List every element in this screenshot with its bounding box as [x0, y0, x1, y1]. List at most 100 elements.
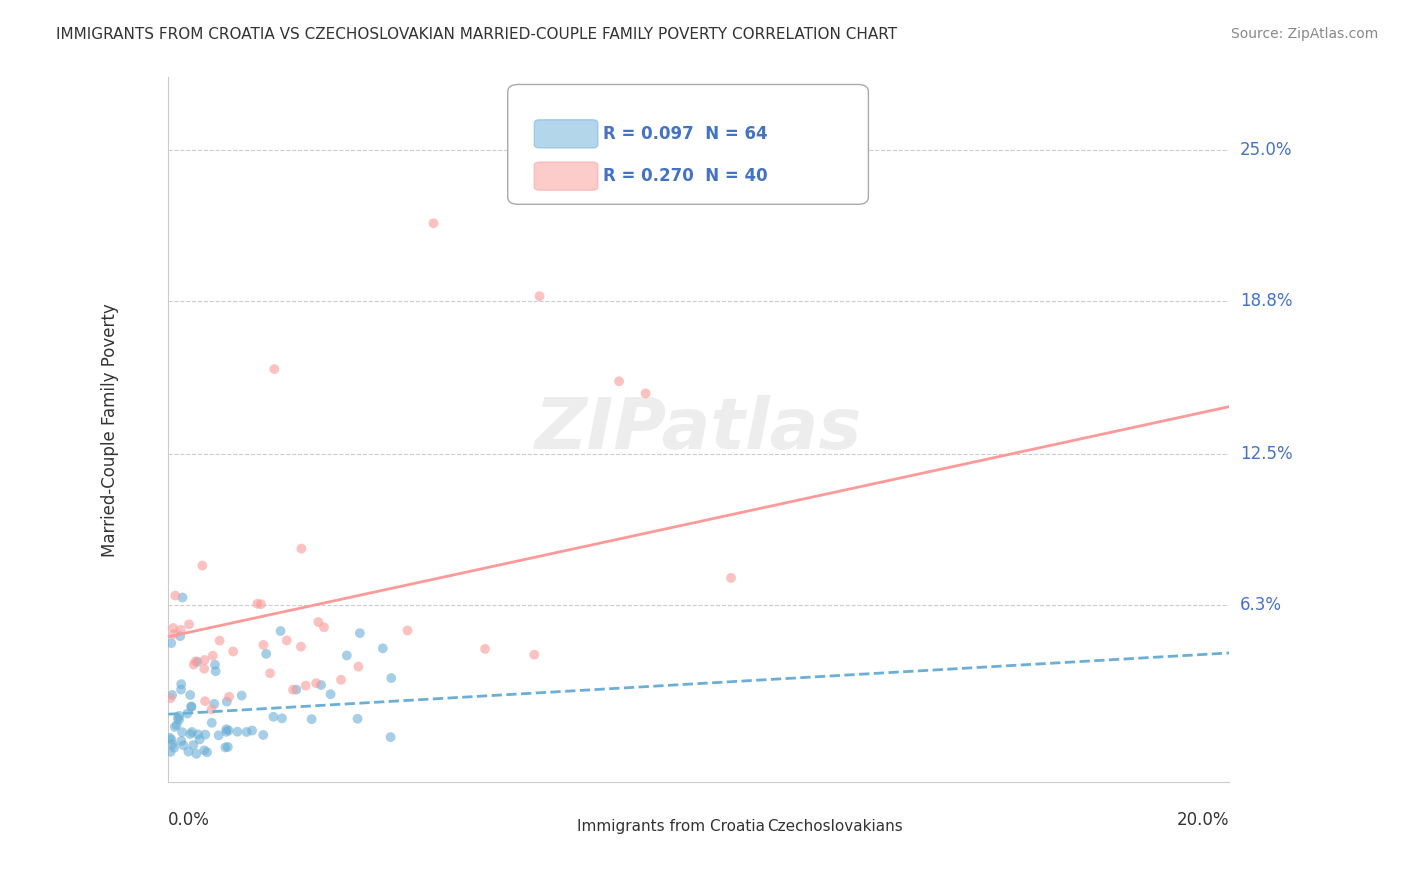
Text: Czechoslovakians: Czechoslovakians	[768, 819, 904, 833]
Point	[246, 597, 269, 611]
Point	[218, 723, 240, 738]
Point	[634, 386, 657, 401]
Point	[186, 655, 208, 669]
Point	[276, 633, 298, 648]
Point	[201, 648, 224, 663]
Point	[172, 739, 194, 753]
Point	[163, 627, 186, 641]
FancyBboxPatch shape	[727, 815, 765, 838]
FancyBboxPatch shape	[536, 815, 575, 838]
Text: R = 0.097  N = 64: R = 0.097 N = 64	[603, 125, 768, 143]
Point	[215, 695, 238, 709]
Point	[523, 648, 546, 662]
Point	[285, 682, 308, 697]
Point	[235, 725, 257, 739]
Point	[271, 711, 294, 725]
Point	[222, 644, 245, 658]
Point	[194, 728, 217, 742]
Point	[181, 725, 204, 739]
Point	[163, 720, 186, 734]
Point	[165, 589, 187, 603]
Point	[180, 699, 202, 714]
Point	[290, 640, 312, 654]
Point	[349, 626, 371, 640]
Point	[159, 691, 181, 706]
Text: 12.5%: 12.5%	[1240, 445, 1292, 463]
Point	[162, 621, 184, 635]
Point	[346, 712, 368, 726]
Point	[208, 728, 231, 742]
Point	[720, 571, 742, 585]
Point	[294, 679, 316, 693]
Point	[529, 289, 551, 303]
Point	[188, 732, 211, 747]
Text: Immigrants from Croatia: Immigrants from Croatia	[576, 819, 765, 833]
Point	[396, 624, 419, 638]
Text: ZIPatlas: ZIPatlas	[536, 395, 862, 465]
Point	[231, 689, 253, 703]
Point	[380, 730, 402, 744]
Point	[607, 374, 630, 388]
Point	[301, 712, 323, 726]
Point	[169, 629, 191, 643]
Text: 20.0%: 20.0%	[1177, 812, 1229, 830]
Point	[290, 541, 312, 556]
Point	[170, 734, 193, 748]
Point	[252, 728, 274, 742]
Point	[305, 676, 328, 690]
Point	[170, 623, 193, 637]
Point	[183, 657, 205, 672]
Point	[195, 745, 218, 759]
Text: R = 0.270  N = 40: R = 0.270 N = 40	[603, 167, 768, 186]
Point	[162, 737, 184, 751]
Point	[371, 641, 394, 656]
Point	[312, 620, 335, 634]
Point	[240, 723, 263, 738]
FancyBboxPatch shape	[508, 85, 869, 204]
Point	[309, 678, 332, 692]
Point	[167, 713, 190, 727]
Point	[163, 740, 186, 755]
Point	[184, 654, 207, 668]
Point	[194, 653, 217, 667]
Point	[319, 687, 342, 701]
Point	[179, 688, 201, 702]
Point	[347, 659, 370, 673]
Point	[202, 697, 225, 711]
Point	[218, 690, 240, 704]
Point	[215, 723, 238, 737]
Point	[380, 671, 402, 685]
Point	[208, 633, 231, 648]
Point	[177, 745, 200, 759]
Point	[160, 732, 183, 747]
Text: 6.3%: 6.3%	[1240, 596, 1282, 614]
Point	[160, 688, 183, 702]
FancyBboxPatch shape	[534, 120, 598, 148]
Point	[159, 745, 181, 759]
Point	[176, 706, 198, 721]
Point	[336, 648, 359, 663]
Point	[159, 731, 181, 745]
Text: Source: ZipAtlas.com: Source: ZipAtlas.com	[1230, 27, 1378, 41]
FancyBboxPatch shape	[534, 162, 598, 190]
Text: 25.0%: 25.0%	[1240, 141, 1292, 160]
Point	[214, 740, 236, 755]
Text: IMMIGRANTS FROM CROATIA VS CZECHOSLOVAKIAN MARRIED-COUPLE FAMILY POVERTY CORRELA: IMMIGRANTS FROM CROATIA VS CZECHOSLOVAKI…	[56, 27, 897, 42]
Point	[193, 662, 215, 676]
Point	[160, 636, 183, 650]
Point	[262, 710, 284, 724]
Point	[167, 709, 190, 723]
Point	[252, 638, 274, 652]
Point	[166, 718, 188, 732]
Point	[201, 715, 224, 730]
Point	[180, 699, 202, 714]
Point	[217, 739, 239, 754]
Point	[191, 558, 214, 573]
Point	[177, 617, 200, 632]
Point	[254, 647, 277, 661]
Point	[204, 664, 226, 678]
Point	[263, 362, 285, 376]
Text: 0.0%: 0.0%	[169, 812, 209, 830]
Point	[226, 724, 249, 739]
Point	[215, 724, 238, 739]
